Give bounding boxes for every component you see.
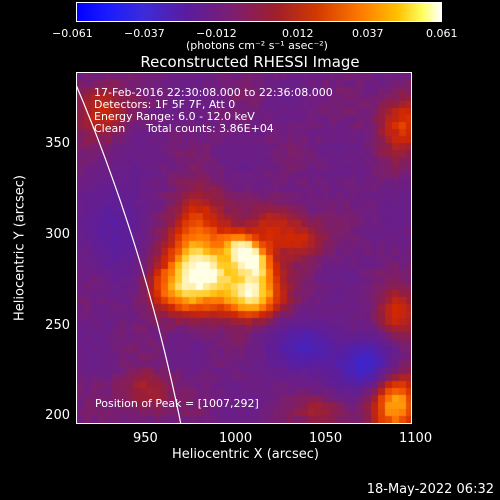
solar-limb-line — [77, 85, 182, 423]
x-tick-label: 1050 — [309, 431, 343, 446]
colorbar-tick: −0.012 — [196, 27, 237, 40]
energy-range: Energy Range: 6.0 - 12.0 keV — [94, 110, 255, 123]
colorbar-tick: 0.037 — [352, 27, 384, 40]
image-plot — [76, 72, 412, 424]
y-tick-label: 200 — [45, 408, 70, 423]
y-tick-label: 350 — [45, 136, 70, 151]
plot-overlay — [77, 85, 182, 423]
colorbar-tick: −0.037 — [124, 27, 165, 40]
peak-position: Position of Peak = [1007,292] — [95, 397, 259, 410]
colorbar — [76, 2, 442, 22]
detectors: Detectors: 1F 5F 7F, Att 0 — [94, 98, 236, 111]
x-axis-label: Heliocentric X (arcsec) — [172, 447, 319, 462]
colorbar-units: (photons cm⁻² s⁻¹ asec⁻²) — [186, 39, 328, 52]
plot-title: Reconstructed RHESSI Image — [140, 53, 360, 71]
rhessi-image — [77, 73, 411, 423]
time-range: 17-Feb-2016 22:30:08.000 to 22:36:08.000 — [94, 86, 333, 99]
y-tick-label: 300 — [45, 227, 70, 242]
x-tick-label: 950 — [133, 431, 158, 446]
y-axis-label: Heliocentric Y (arcsec) — [12, 175, 28, 321]
colorbar-tick: 0.012 — [282, 27, 314, 40]
clean-method: Clean — [94, 122, 126, 135]
timestamp: 18-May-2022 06:32 — [366, 482, 494, 497]
colorbar-tick: −0.061 — [52, 27, 93, 40]
colorbar-tick: 0.061 — [426, 27, 458, 40]
x-tick-label: 1000 — [219, 431, 253, 446]
total-counts: Total counts: 3.86E+04 — [146, 122, 274, 135]
x-tick-label: 1100 — [399, 431, 433, 446]
y-tick-label: 250 — [45, 318, 70, 333]
